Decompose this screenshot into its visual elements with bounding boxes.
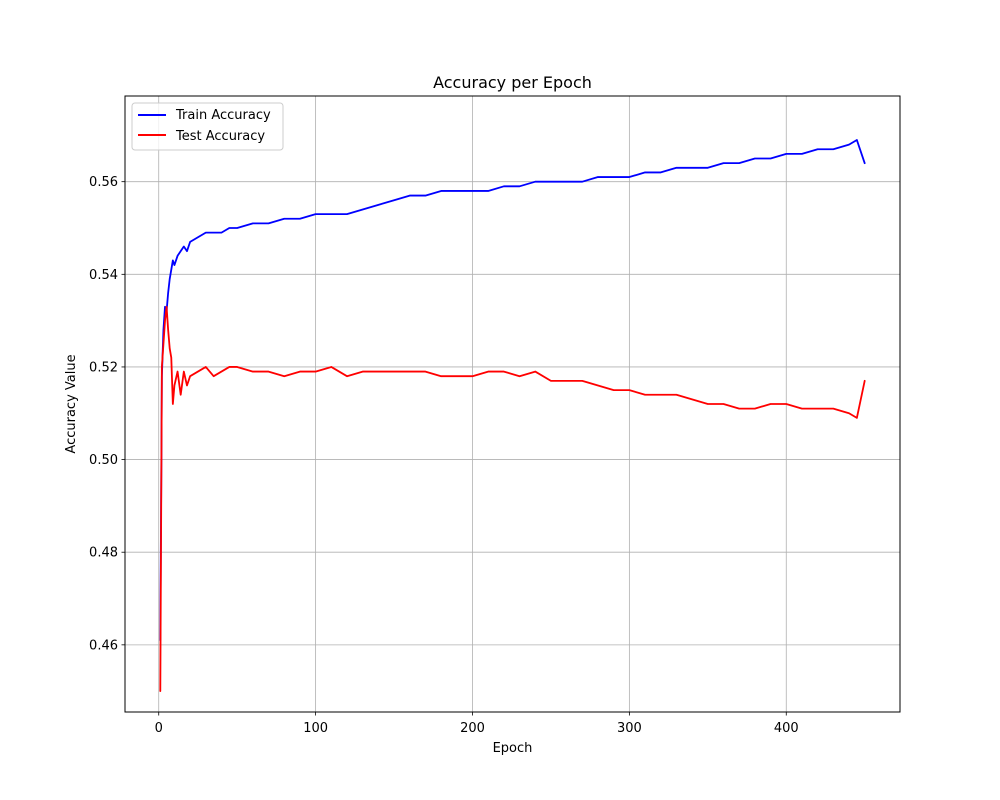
y-axis-title: Accuracy Value: [64, 354, 79, 453]
x-tick-label: 400: [774, 721, 799, 736]
y-tick-label: 0.46: [89, 638, 118, 653]
series-layer: [159, 139, 866, 693]
y-tick-label: 0.50: [89, 453, 118, 468]
legend-label-train: Train Accuracy: [175, 108, 271, 123]
x-tick-label: 0: [155, 721, 163, 736]
x-tick-label: 300: [617, 721, 642, 736]
grid-lines: [125, 96, 900, 712]
x-tick-label: 100: [303, 721, 328, 736]
y-tick-label: 0.52: [89, 360, 118, 375]
legend-box: [131, 102, 284, 151]
axis-ticks: 0 100 200 300 400 0.46 0.48 0.50 0.52 0.54 0.56: [89, 175, 799, 736]
legend-label-test: Test Accuracy: [175, 129, 265, 144]
y-tick-label: 0.48: [89, 546, 118, 561]
plot-frame: [124, 95, 901, 713]
legend: Train Accuracy Test Accuracy: [131, 102, 284, 151]
y-tick-label: 0.56: [89, 175, 118, 190]
series-line-train-accuracy: [159, 139, 866, 642]
series-line-test-accuracy: [159, 305, 866, 693]
x-axis-title: Epoch: [493, 741, 533, 756]
chart-title: Accuracy per Epoch: [433, 73, 592, 92]
y-tick-label: 0.54: [89, 268, 118, 283]
x-tick-label: 200: [460, 721, 485, 736]
